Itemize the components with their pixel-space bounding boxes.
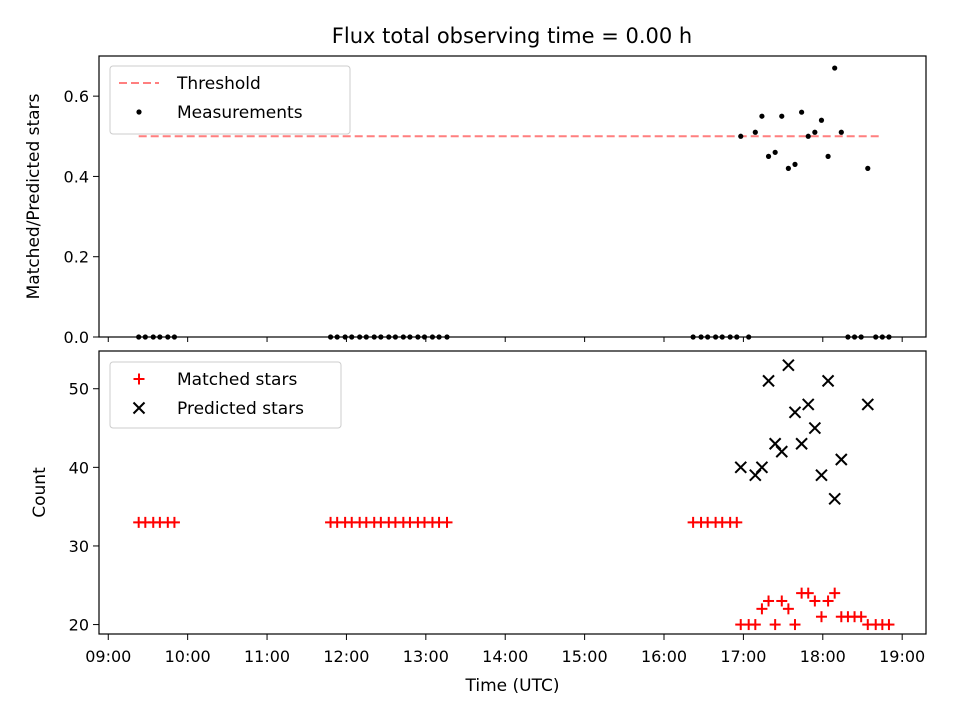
measurement-point	[812, 129, 818, 135]
matched-star-point	[782, 603, 794, 615]
measurement-point	[738, 133, 744, 139]
predicted-star-point	[828, 492, 841, 505]
matched-star-point	[441, 516, 453, 528]
predicted-star-point	[808, 421, 822, 435]
legend-predicted-swatch	[132, 401, 146, 415]
matched-star-point	[168, 516, 180, 528]
matched-star-point	[829, 587, 841, 599]
measurement-point	[825, 153, 831, 159]
top-y-tick-label: 0.2	[64, 248, 89, 267]
bottom-legend: Matched stars Predicted stars	[109, 361, 342, 429]
predicted-star-point	[755, 461, 769, 474]
measurement-point	[765, 153, 772, 159]
bottom-axis-ticks: 20 30 40 50 09:00 10:00 11:00 12:00 13:00 14:00 15…	[69, 380, 926, 666]
matched-star-point	[763, 595, 775, 607]
predicted-star-point	[861, 398, 874, 411]
measurement-point	[818, 117, 825, 123]
x-axis-label: Time (UTC)	[465, 676, 560, 696]
measurement-point	[832, 65, 838, 71]
bottom-axes-frame	[98, 350, 927, 635]
top-legend: Threshold Measurements	[109, 65, 351, 135]
top-axes-frame	[98, 55, 927, 338]
measurement-point	[759, 113, 765, 119]
predicted-star-point	[795, 437, 808, 450]
predicted-star-point	[835, 453, 848, 466]
matched-star-point	[756, 603, 768, 615]
top-legend-box	[109, 65, 351, 135]
matched-star-point	[809, 595, 821, 607]
matched-star-point	[731, 516, 743, 528]
x-tick-label: 12:00	[323, 647, 369, 666]
predicted-star-point	[734, 461, 747, 474]
matched-star-point	[855, 611, 867, 623]
matched-star-point	[769, 619, 781, 631]
matched-star-point	[822, 595, 834, 607]
x-tick-label: 18:00	[800, 647, 846, 666]
legend-measurements-label: Measurements	[177, 103, 303, 123]
top-y-tick-label: 0.0	[64, 328, 89, 347]
legend-matched-swatch	[133, 373, 145, 385]
matched-star-point	[776, 595, 788, 607]
measurement-point	[805, 133, 811, 139]
top-y-tick-label: 0.6	[64, 87, 89, 106]
x-tick-label: 19:00	[879, 647, 925, 666]
x-tick-label: 16:00	[641, 647, 687, 666]
matched-star-point	[802, 587, 814, 599]
x-tick-label: 11:00	[244, 647, 290, 666]
predicted-star-point	[788, 406, 802, 419]
bottom-panel: 20 30 40 50 09:00 10:00 11:00 12:00 13:00 14:00 15…	[30, 350, 927, 696]
predicted-star-point	[802, 398, 815, 411]
legend-threshold-label: Threshold	[176, 74, 261, 94]
measurement-point	[799, 109, 805, 115]
chart-title: Flux total observing time = 0.00 h	[332, 24, 692, 48]
measurement-point	[779, 113, 785, 119]
measurement-point	[772, 149, 778, 155]
matched-star-point	[749, 619, 761, 631]
legend-predicted-label: Predicted stars	[177, 399, 304, 419]
legend-measurements-swatch	[136, 109, 142, 115]
measurement-point	[838, 129, 844, 135]
top-y-axis-label: Matched/Predicted stars	[24, 93, 44, 299]
x-tick-label: 10:00	[165, 647, 211, 666]
legend-plus-marker	[133, 373, 145, 385]
measurement-point	[792, 161, 798, 167]
x-tick-label: 15:00	[562, 647, 608, 666]
x-tick-label: 14:00	[482, 647, 528, 666]
count-points	[133, 358, 895, 631]
legend-x-marker	[132, 401, 146, 415]
top-y-tick-label: 0.4	[64, 167, 89, 186]
top-panel: 0.0 0.2 0.4 0.6 Matched/Predicted stars Thr…	[24, 55, 927, 347]
bottom-y-tick-label: 30	[69, 537, 89, 556]
legend-matched-label: Matched stars	[177, 370, 297, 390]
x-tick-label: 17:00	[720, 647, 766, 666]
measurement-point	[785, 165, 791, 171]
bottom-y-tick-label: 40	[69, 458, 89, 477]
matched-star-point	[883, 619, 895, 631]
predicted-star-point	[782, 358, 795, 372]
measurement-point	[752, 129, 758, 135]
predicted-star-point	[815, 468, 828, 482]
predicted-star-point	[762, 374, 775, 388]
bottom-y-axis-label: Count	[30, 467, 50, 518]
bottom-legend-box	[109, 361, 342, 429]
bottom-y-tick-label: 20	[69, 616, 89, 635]
predicted-star-point	[775, 445, 788, 458]
x-tick-label: 09:00	[85, 647, 131, 666]
measurement-point	[865, 165, 871, 171]
matched-star-point	[789, 619, 801, 631]
x-tick-label: 13:00	[403, 647, 449, 666]
bottom-y-tick-label: 50	[69, 380, 89, 399]
matched-star-point	[815, 611, 827, 623]
top-axis-ticks: 0.0 0.2 0.4 0.6	[64, 87, 903, 347]
predicted-star-point	[821, 374, 835, 388]
